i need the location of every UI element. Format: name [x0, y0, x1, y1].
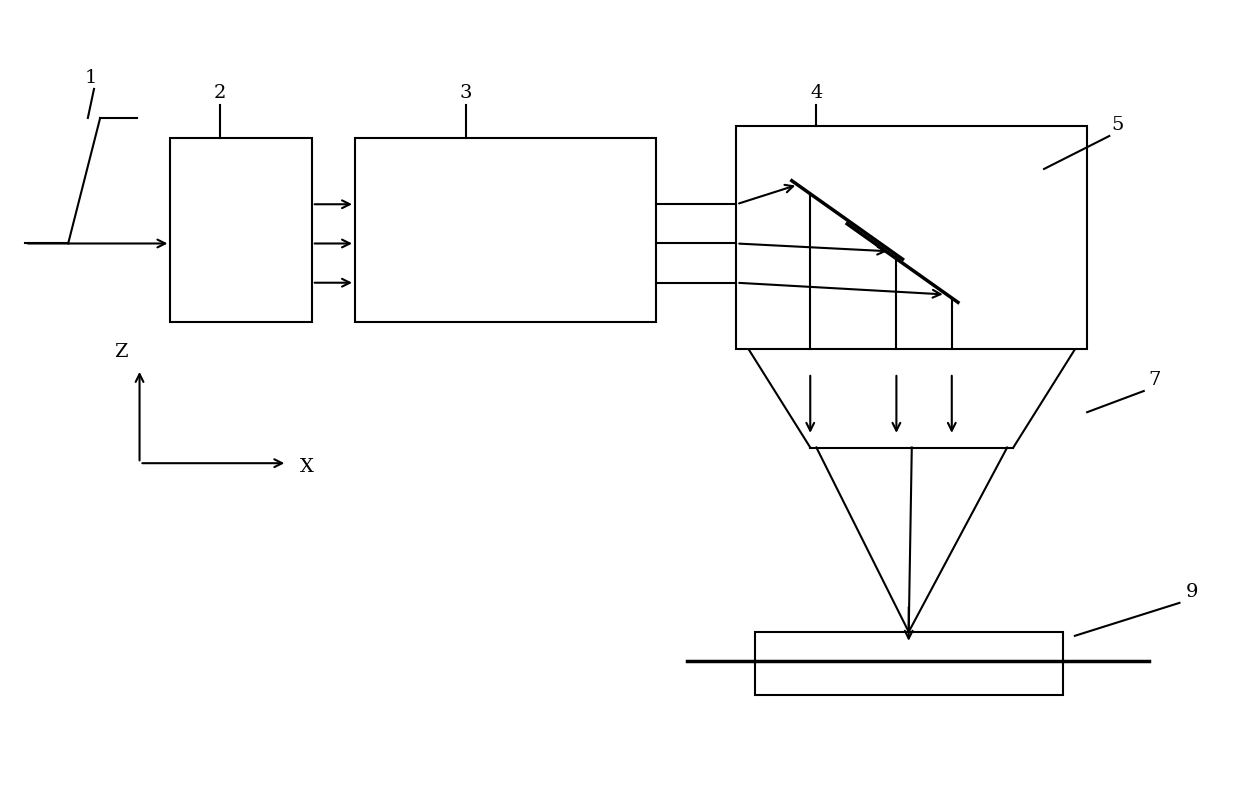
Text: X: X — [300, 458, 313, 476]
Bar — [354, 137, 657, 322]
Bar — [736, 126, 1087, 350]
Text: 9: 9 — [1186, 583, 1198, 600]
Text: Z: Z — [114, 343, 128, 361]
Text: 7: 7 — [1149, 370, 1161, 389]
Text: 1: 1 — [84, 68, 97, 86]
Text: 2: 2 — [213, 84, 225, 102]
Text: 5: 5 — [1111, 116, 1124, 134]
Text: 3: 3 — [460, 84, 472, 102]
Bar — [755, 632, 1063, 695]
Bar — [170, 137, 312, 322]
Text: 4: 4 — [810, 84, 823, 102]
